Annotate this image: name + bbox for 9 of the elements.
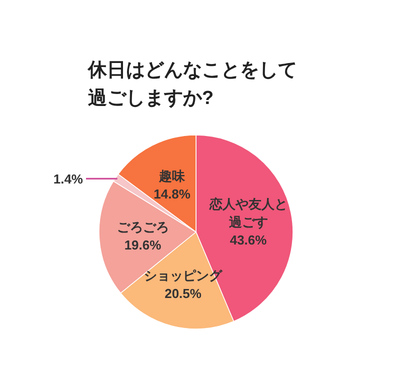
- data-label: 19.6%: [124, 237, 162, 252]
- chart-title: 休日はどんなことをして過ごしますか?: [87, 60, 297, 109]
- slice-label: ごろごろ: [116, 219, 169, 234]
- data-label: 14.8%: [154, 186, 191, 202]
- slice-label: 恋人や友人と過ごす: [208, 196, 288, 230]
- slice-label: 趣味: [158, 168, 186, 184]
- data-label: 20.5%: [164, 286, 202, 301]
- data-label: 43.6%: [230, 232, 268, 248]
- data-label: 1.4%: [53, 172, 84, 187]
